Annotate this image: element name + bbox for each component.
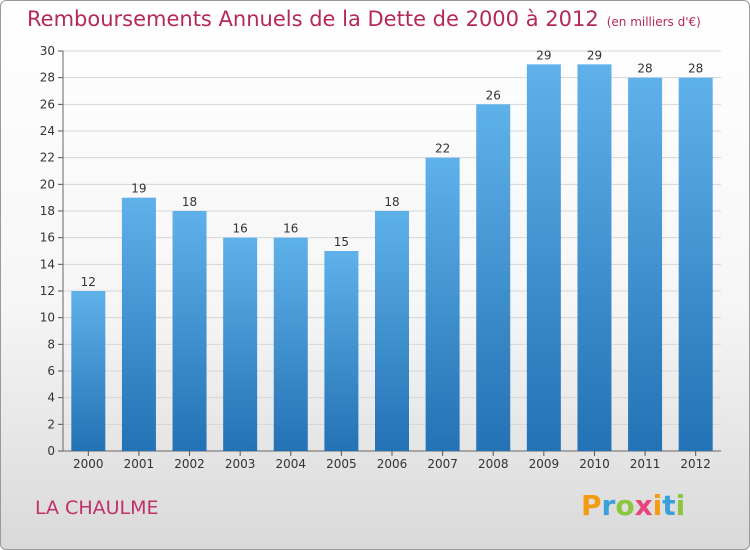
bar-2011 bbox=[628, 77, 663, 452]
data-label: 26 bbox=[486, 88, 501, 102]
y-tick-label: 2 bbox=[47, 417, 55, 431]
bar-2010 bbox=[577, 64, 612, 452]
y-tick-label: 28 bbox=[40, 71, 55, 85]
chart-title: Remboursements Annuels de la Dette de 20… bbox=[27, 7, 701, 31]
y-tick-label: 6 bbox=[47, 364, 55, 378]
logo-letter: o bbox=[615, 489, 635, 522]
x-tick-label: 2000 bbox=[73, 457, 104, 471]
data-label: 18 bbox=[182, 195, 197, 209]
y-tick-label: 8 bbox=[47, 337, 55, 351]
data-label: 29 bbox=[587, 48, 602, 62]
logo-letter: t bbox=[662, 489, 676, 522]
x-tick-label: 2003 bbox=[225, 457, 256, 471]
y-tick-label: 24 bbox=[40, 124, 55, 138]
x-tick-label: 2011 bbox=[630, 457, 661, 471]
bar-2006 bbox=[375, 211, 409, 451]
logo-letter: i bbox=[652, 489, 663, 522]
bar-2002 bbox=[172, 211, 207, 451]
y-tick-label: 18 bbox=[40, 204, 55, 218]
y-tick-label: 16 bbox=[40, 231, 55, 245]
proxiti-logo: Proxiti bbox=[581, 489, 685, 522]
y-tick-label: 22 bbox=[40, 151, 55, 165]
x-tick-label: 2007 bbox=[427, 457, 458, 471]
y-tick-label: 10 bbox=[40, 311, 55, 325]
bar-2012 bbox=[678, 77, 713, 452]
y-tick-label: 20 bbox=[40, 177, 55, 191]
chart-title-text: Remboursements Annuels de la Dette de 20… bbox=[27, 7, 599, 31]
data-label: 16 bbox=[233, 222, 248, 236]
bar-2003 bbox=[223, 237, 258, 451]
y-tick-label: 14 bbox=[40, 257, 55, 271]
data-label: 15 bbox=[334, 235, 349, 249]
y-tick-label: 30 bbox=[40, 44, 55, 58]
y-tick-label: 4 bbox=[47, 391, 55, 405]
bar-2001 bbox=[121, 197, 156, 451]
bar-2004 bbox=[273, 237, 308, 451]
x-tick-label: 2009 bbox=[529, 457, 560, 471]
x-tick-label: 2008 bbox=[478, 457, 509, 471]
label-layer: 12 2000 19 2001 18 2002 16 2003 16 2004 15 2005 18 20… bbox=[73, 48, 711, 471]
bar-2005 bbox=[324, 251, 359, 451]
data-label: 19 bbox=[131, 182, 146, 196]
data-label: 28 bbox=[688, 62, 703, 76]
y-tick-label: 0 bbox=[47, 444, 55, 458]
x-tick-label: 2012 bbox=[680, 457, 711, 471]
y-tick-label: 26 bbox=[40, 97, 55, 111]
bar-2000 bbox=[71, 291, 106, 451]
logo-letter: x bbox=[634, 489, 653, 522]
logo-letter: r bbox=[601, 489, 616, 522]
y-tick-label: 12 bbox=[40, 284, 55, 298]
bar-2008 bbox=[476, 104, 511, 451]
logo-letter: P bbox=[581, 489, 602, 522]
bar-2009 bbox=[526, 64, 561, 452]
x-tick-label: 2006 bbox=[377, 457, 408, 471]
x-tick-label: 2010 bbox=[579, 457, 610, 471]
data-label: 29 bbox=[536, 48, 551, 62]
x-tick-label: 2001 bbox=[124, 457, 155, 471]
commune-name: LA CHAULME bbox=[35, 497, 159, 519]
data-label: 16 bbox=[283, 222, 298, 236]
data-label: 18 bbox=[384, 195, 399, 209]
chart-unit: (en milliers d'€) bbox=[606, 15, 701, 29]
logo-letter: i bbox=[675, 489, 686, 522]
x-tick-label: 2002 bbox=[174, 457, 205, 471]
bar-layer bbox=[71, 64, 713, 452]
data-label: 12 bbox=[81, 275, 96, 289]
data-label: 22 bbox=[435, 142, 450, 156]
bar-2007 bbox=[425, 157, 460, 451]
x-tick-label: 2004 bbox=[275, 457, 306, 471]
x-tick-label: 2005 bbox=[326, 457, 357, 471]
data-label: 28 bbox=[637, 62, 652, 76]
